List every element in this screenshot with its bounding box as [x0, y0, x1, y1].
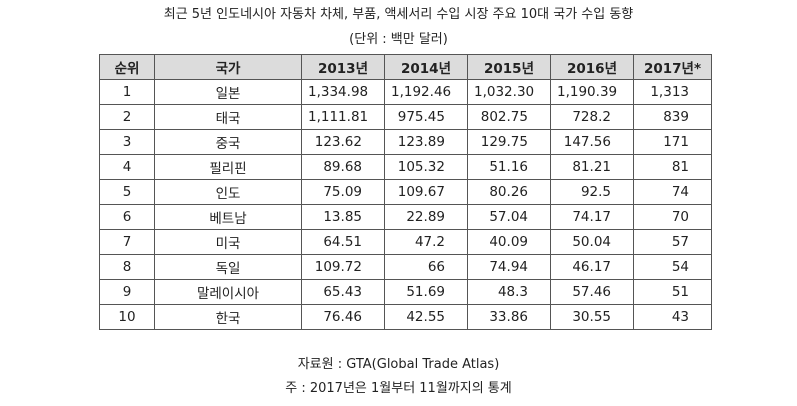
- value-2015-cell: 1,032.30: [467, 79, 551, 105]
- country-cell: 필리핀: [154, 154, 302, 180]
- value-2017-cell: 81: [633, 154, 712, 180]
- rank-cell: 5: [99, 179, 155, 205]
- country-cell: 인도: [154, 179, 302, 205]
- value-2017-cell: 839: [633, 104, 712, 130]
- country-cell: 미국: [154, 229, 302, 255]
- value-2017-cell: 57: [633, 229, 712, 255]
- header-2015: 2015년: [467, 54, 551, 80]
- value-2014-cell: 105.32: [384, 154, 468, 180]
- country-cell: 말레이시아: [154, 279, 302, 305]
- value-2016-cell: 728.2: [550, 104, 634, 130]
- country-cell: 한국: [154, 304, 302, 330]
- value-2015-cell: 33.86: [467, 304, 551, 330]
- value-2016-cell: 1,190.39: [550, 79, 634, 105]
- rank-cell: 1: [99, 79, 155, 105]
- rank-cell: 6: [99, 204, 155, 230]
- value-2016-cell: 74.17: [550, 204, 634, 230]
- value-2014-cell: 66: [384, 254, 468, 280]
- value-2017-cell: 1,313: [633, 79, 712, 105]
- value-2015-cell: 80.26: [467, 179, 551, 205]
- value-2015-cell: 129.75: [467, 129, 551, 155]
- value-2015-cell: 48.3: [467, 279, 551, 305]
- footnote: 주 : 2017년은 1월부터 11월까지의 통계: [285, 381, 512, 396]
- rank-cell: 3: [99, 129, 155, 155]
- value-2014-cell: 975.45: [384, 104, 468, 130]
- value-2017-cell: 74: [633, 179, 712, 205]
- table-row: 1 일본 1,334.98 1,192.46 1,032.30 1,190.39…: [99, 79, 712, 105]
- source-note: 자료원 : GTA(Global Trade Atlas): [297, 357, 500, 372]
- country-cell: 태국: [154, 104, 302, 130]
- value-2017-cell: 171: [633, 129, 712, 155]
- value-2014-cell: 42.55: [384, 304, 468, 330]
- value-2013-cell: 1,111.81: [301, 104, 385, 130]
- country-cell: 베트남: [154, 204, 302, 230]
- table-row: 9 말레이시아 65.43 51.69 48.3 57.46 51: [99, 279, 712, 305]
- country-cell: 일본: [154, 79, 302, 105]
- header-2017: 2017년*: [633, 54, 712, 80]
- header-country: 국가: [154, 54, 302, 80]
- value-2016-cell: 46.17: [550, 254, 634, 280]
- value-2013-cell: 65.43: [301, 279, 385, 305]
- table-header-row: 순위 국가 2013년 2014년 2015년 2016년 2017년*: [99, 54, 712, 80]
- rank-cell: 8: [99, 254, 155, 280]
- value-2015-cell: 802.75: [467, 104, 551, 130]
- value-2016-cell: 57.46: [550, 279, 634, 305]
- header-rank: 순위: [99, 54, 155, 80]
- header-2013: 2013년: [301, 54, 385, 80]
- rank-cell: 9: [99, 279, 155, 305]
- value-2013-cell: 1,334.98: [301, 79, 385, 105]
- value-2016-cell: 50.04: [550, 229, 634, 255]
- value-2013-cell: 89.68: [301, 154, 385, 180]
- value-2015-cell: 40.09: [467, 229, 551, 255]
- value-2016-cell: 147.56: [550, 129, 634, 155]
- value-2014-cell: 109.67: [384, 179, 468, 205]
- value-2016-cell: 81.21: [550, 154, 634, 180]
- value-2014-cell: 1,192.46: [384, 79, 468, 105]
- country-cell: 독일: [154, 254, 302, 280]
- rank-cell: 4: [99, 154, 155, 180]
- rank-cell: 10: [99, 304, 155, 330]
- table-row: 10 한국 76.46 42.55 33.86 30.55 43: [99, 304, 712, 330]
- value-2017-cell: 70: [633, 204, 712, 230]
- value-2017-cell: 51: [633, 279, 712, 305]
- value-2016-cell: 30.55: [550, 304, 634, 330]
- value-2014-cell: 123.89: [384, 129, 468, 155]
- value-2013-cell: 13.85: [301, 204, 385, 230]
- table-row: 7 미국 64.51 47.2 40.09 50.04 57: [99, 229, 712, 255]
- value-2014-cell: 47.2: [384, 229, 468, 255]
- value-2014-cell: 22.89: [384, 204, 468, 230]
- value-2013-cell: 109.72: [301, 254, 385, 280]
- unit-label: (단위 : 백만 달러): [349, 32, 448, 47]
- header-2016: 2016년: [550, 54, 634, 80]
- rank-cell: 7: [99, 229, 155, 255]
- value-2013-cell: 75.09: [301, 179, 385, 205]
- import-table: 순위 국가 2013년 2014년 2015년 2016년 2017년* 1 일…: [99, 54, 712, 330]
- table-row: 8 독일 109.72 66 74.94 46.17 54: [99, 254, 712, 280]
- table-row: 3 중국 123.62 123.89 129.75 147.56 171: [99, 129, 712, 155]
- header-2014: 2014년: [384, 54, 468, 80]
- page-title: 최근 5년 인도네시아 자동차 차체, 부품, 액세서리 수입 시장 주요 10…: [163, 7, 634, 22]
- value-2016-cell: 92.5: [550, 179, 634, 205]
- rank-cell: 2: [99, 104, 155, 130]
- value-2015-cell: 74.94: [467, 254, 551, 280]
- table-row: 4 필리핀 89.68 105.32 51.16 81.21 81: [99, 154, 712, 180]
- country-cell: 중국: [154, 129, 302, 155]
- value-2013-cell: 123.62: [301, 129, 385, 155]
- value-2013-cell: 76.46: [301, 304, 385, 330]
- table-row: 2 태국 1,111.81 975.45 802.75 728.2 839: [99, 104, 712, 130]
- value-2014-cell: 51.69: [384, 279, 468, 305]
- table-row: 6 베트남 13.85 22.89 57.04 74.17 70: [99, 204, 712, 230]
- value-2015-cell: 57.04: [467, 204, 551, 230]
- value-2017-cell: 54: [633, 254, 712, 280]
- value-2017-cell: 43: [633, 304, 712, 330]
- value-2013-cell: 64.51: [301, 229, 385, 255]
- value-2015-cell: 51.16: [467, 154, 551, 180]
- table-row: 5 인도 75.09 109.67 80.26 92.5 74: [99, 179, 712, 205]
